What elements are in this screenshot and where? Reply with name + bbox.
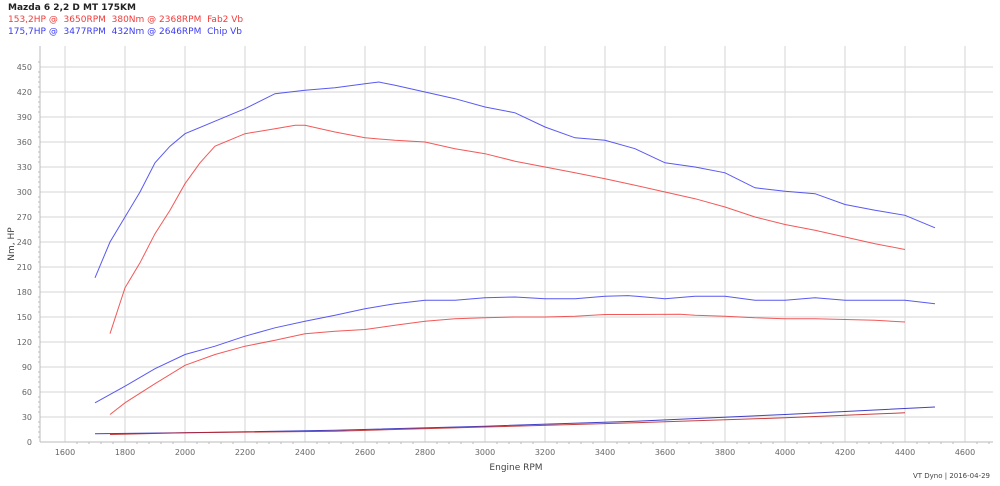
data-lines bbox=[94, 81, 936, 435]
x-tick-label: 4200 bbox=[835, 448, 855, 457]
y-axis-label: Nm, HP bbox=[7, 227, 17, 261]
chart-title: Mazda 6 2,2 D MT 175KM bbox=[8, 3, 136, 13]
series-line bbox=[109, 412, 906, 435]
series-line bbox=[94, 406, 936, 435]
x-tick-label: 4400 bbox=[895, 448, 915, 457]
x-tick-label: 3000 bbox=[475, 448, 495, 457]
y-tick-label: 330 bbox=[17, 163, 32, 172]
x-tick-label: 2200 bbox=[235, 448, 255, 457]
y-tick-label: 30 bbox=[22, 413, 32, 422]
y-tick-label: 240 bbox=[17, 238, 32, 247]
axes: 0 30 60 90 120 150 180 210 240 270 300 330 360 390 420… bbox=[17, 46, 993, 457]
x-tick-label: 4600 bbox=[955, 448, 975, 457]
legend-chip: 175,7HP @ 3477RPM 432Nm @ 2646RPM Chip V… bbox=[8, 27, 243, 37]
x-tick-label: 2000 bbox=[175, 448, 195, 457]
x-tick-label: 2800 bbox=[415, 448, 435, 457]
series-line bbox=[94, 295, 936, 404]
x-tick-label: 4000 bbox=[775, 448, 795, 457]
footer-credit: VT Dyno | 2016-04-29 bbox=[912, 472, 990, 480]
x-tick-label: 2400 bbox=[295, 448, 315, 457]
series-line bbox=[109, 124, 906, 334]
y-tick-label: 420 bbox=[17, 88, 32, 97]
y-tick-label: 450 bbox=[17, 63, 32, 72]
y-tick-label: 90 bbox=[22, 363, 32, 372]
y-tick-label: 120 bbox=[17, 338, 32, 347]
x-tick-label: 1600 bbox=[55, 448, 75, 457]
y-tick-label: 360 bbox=[17, 138, 32, 147]
series-line bbox=[94, 81, 936, 278]
x-axis-label: Engine RPM bbox=[489, 463, 542, 473]
grid bbox=[40, 46, 993, 442]
x-tick-label: 3400 bbox=[595, 448, 615, 457]
x-tick-label: 3800 bbox=[715, 448, 735, 457]
y-tick-label: 210 bbox=[17, 263, 32, 272]
y-tick-label: 0 bbox=[27, 438, 32, 447]
x-tick-label: 3200 bbox=[535, 448, 555, 457]
y-tick-label: 150 bbox=[17, 313, 32, 322]
y-tick-label: 270 bbox=[17, 213, 32, 222]
y-tick-label: 390 bbox=[17, 113, 32, 122]
series-line bbox=[109, 313, 906, 415]
x-tick-label: 3600 bbox=[655, 448, 675, 457]
y-tick-label: 60 bbox=[22, 388, 32, 397]
x-tick-label: 2600 bbox=[355, 448, 375, 457]
y-tick-label: 300 bbox=[17, 188, 32, 197]
y-tick-label: 180 bbox=[17, 288, 32, 297]
legend-stock: 153,2HP @ 3650RPM 380Nm @ 2368RPM Fab2 V… bbox=[8, 15, 244, 25]
x-tick-label: 1800 bbox=[115, 448, 135, 457]
